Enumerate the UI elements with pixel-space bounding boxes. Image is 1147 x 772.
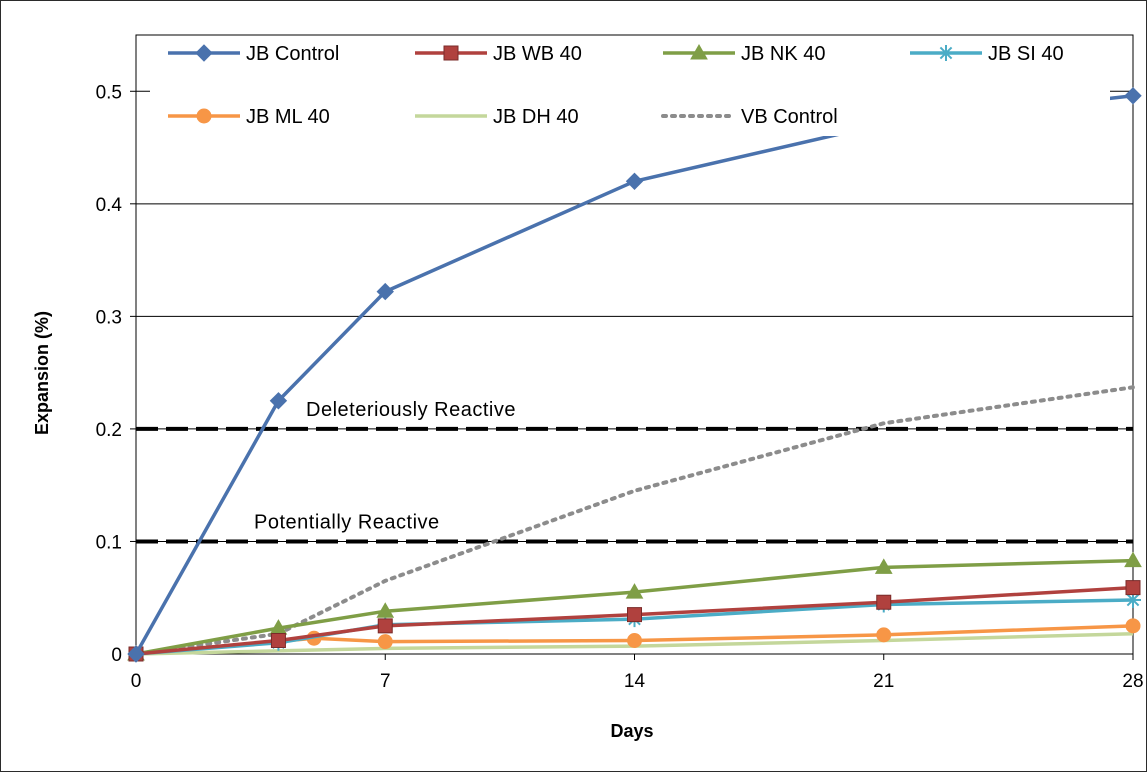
series-lines <box>127 87 1142 663</box>
marker-stroke <box>939 46 953 60</box>
y-tick-label: 0.2 <box>96 420 122 441</box>
data-point-jb-wb-40 <box>627 607 642 623</box>
data-point-jb-nk-40 <box>376 602 395 618</box>
series-vb-control <box>134 385 1135 656</box>
y-tick-label: 0.1 <box>96 532 122 553</box>
legend-marker <box>195 44 213 62</box>
series-jb-control <box>127 87 1142 663</box>
data-point-jb-wb-40 <box>270 632 286 648</box>
data-point-jb-nk-40 <box>625 583 644 599</box>
data-point-jb-wb-40 <box>377 618 393 634</box>
legend-item-jb-si-40: JB SI 40 <box>910 43 1064 65</box>
legend-label: JB ML 40 <box>246 106 330 128</box>
data-point-jb-control <box>269 392 288 410</box>
legend-label: JB NK 40 <box>741 43 825 65</box>
legend-marker <box>443 45 459 61</box>
data-point-jb-control <box>625 172 644 191</box>
series-jb-nk-40 <box>127 551 1142 661</box>
y-tick-label: 0.3 <box>96 307 122 328</box>
gridlines <box>136 90 1133 542</box>
x-tick-label: 7 <box>380 671 391 692</box>
data-point-jb-control <box>376 282 394 301</box>
legend-item-jb-dh-40: JB DH 40 <box>415 106 579 128</box>
data-point-jb-control <box>1124 87 1142 105</box>
axes: 0 0.1 0.2 0.3 0.4 0.5 0 7 14 21 28 <box>96 34 1144 692</box>
legend-label: VB Control <box>741 106 838 128</box>
legend-marker <box>690 43 708 60</box>
data-point-jb-wb-40 <box>1125 580 1141 596</box>
x-tick-label: 21 <box>873 671 894 692</box>
data-point-jb-control <box>127 645 145 663</box>
legend-label: JB Control <box>246 43 339 65</box>
legend-item-vb-control: VB Control <box>661 106 838 128</box>
legend-label: JB WB 40 <box>493 43 582 65</box>
legend-item-jb-control: JB Control <box>168 43 339 65</box>
threshold-lines: Deleteriously Reactive Potentially Reacti… <box>136 399 1133 544</box>
series-line-jb-wb-40 <box>135 585 1134 656</box>
data-point-jb-ml-40 <box>1125 618 1141 634</box>
threshold-label: Potentially Reactive <box>254 511 440 533</box>
x-tick-label: 28 <box>1122 671 1143 692</box>
legend-item-jb-nk-40: JB NK 40 <box>663 43 825 65</box>
data-point-jb-ml-40 <box>377 634 393 650</box>
y-tick-label: 0 <box>111 645 122 666</box>
y-tick-label: 0.4 <box>96 195 123 216</box>
legend-item-jb-wb-40: JB WB 40 <box>415 43 582 65</box>
threshold-label: Deleteriously Reactive <box>306 399 516 421</box>
legend: JB Control JB WB 40 JB NK 40 JB SI 40 JB ML … <box>150 36 1110 136</box>
legend-marker <box>196 108 212 124</box>
x-tick-label: 14 <box>624 671 646 692</box>
data-point-jb-nk-40 <box>1124 551 1142 568</box>
legend-label: JB SI 40 <box>988 43 1064 65</box>
marker-stroke <box>1126 593 1140 607</box>
x-axis-title: Days <box>610 721 653 741</box>
y-axis-title: Expansion (%) <box>32 311 52 435</box>
data-point-jb-wb-40 <box>876 594 892 610</box>
series-line-jb-nk-40 <box>135 558 1134 656</box>
legend-item-jb-ml-40: JB ML 40 <box>168 106 330 128</box>
data-point-jb-ml-40 <box>876 627 892 643</box>
legend-label: JB DH 40 <box>493 106 579 128</box>
legend-marker <box>938 45 954 61</box>
x-tick-label: 0 <box>131 671 142 692</box>
data-point-jb-nk-40 <box>874 558 893 574</box>
series-line-vb-control <box>134 385 1135 656</box>
data-point-jb-ml-40 <box>627 632 642 648</box>
y-tick-label: 0.5 <box>96 82 122 103</box>
